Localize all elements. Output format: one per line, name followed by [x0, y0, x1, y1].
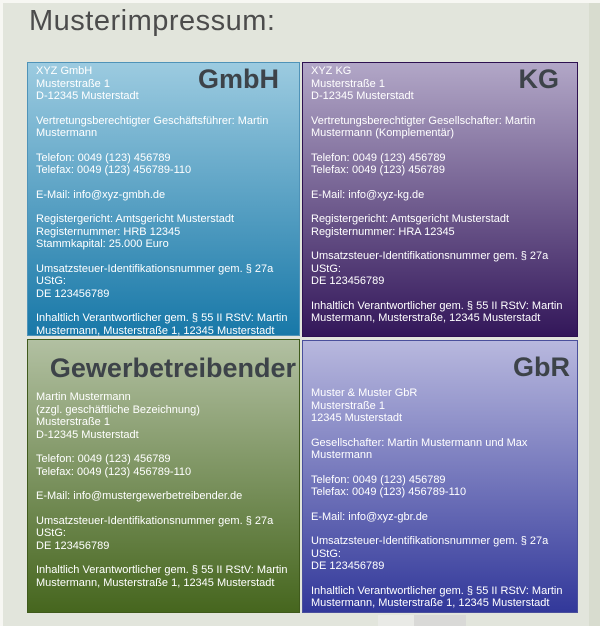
horizontal-scrollbar-thumb[interactable] — [414, 615, 466, 626]
impressum-paragraph: Vertretungsberechtigter Gesellschafter: … — [311, 114, 536, 140]
impressum-paragraph: Umsatzsteuer-Identifikationsnummer gem. … — [311, 250, 549, 287]
impressum-paragraph: E-Mail: info@xyz-gbr.de — [311, 510, 428, 523]
impressum-paragraph: Inhaltlich Verantwortlicher gem. § 55 II… — [36, 312, 288, 337]
impressum-paragraph: Registergericht: Amtsgericht Musterstadt… — [36, 213, 235, 250]
panel-gewerbetreibender: Gewerbetreibender Martin Mustermann (zzg… — [27, 339, 300, 613]
impressum-paragraph: E-Mail: info@mustergewerbetreibender.de — [36, 490, 243, 502]
impressum-paragraph: Telefon: 0049 (123) 456789 Telefax: 0049… — [311, 151, 446, 177]
impressum-paragraph: E-Mail: info@xyz-kg.de — [311, 188, 425, 201]
panel-gbr-heading: GbR — [513, 352, 570, 382]
impressum-paragraph: Umsatzsteuer-Identifikationsnummer gem. … — [311, 535, 549, 572]
impressum-paragraph: Telefon: 0049 (123) 456789 Telefax: 0049… — [36, 151, 192, 177]
panel-gmbh: GmbH XYZ GmbH Musterstraße 1 D-12345 Mus… — [27, 62, 300, 337]
impressum-paragraph: Registergericht: Amtsgericht Musterstadt… — [311, 213, 510, 238]
impressum-paragraph: Inhaltlich Verantwortlicher gem. § 55 II… — [311, 299, 563, 325]
page-frame-left — [0, 0, 3, 626]
impressum-paragraph: Umsatzsteuer-Identifikationsnummer gem. … — [36, 262, 274, 300]
page-frame-top — [0, 0, 600, 3]
impressum-paragraph: Inhaltlich Verantwortlicher gem. § 55 II… — [311, 584, 563, 610]
impressum-paragraph: Inhaltlich Verantwortlicher gem. § 55 II… — [36, 564, 288, 589]
impressum-paragraph: XYZ GmbH Musterstraße 1 D-12345 Musterst… — [36, 65, 139, 102]
impressum-paragraph: E-Mail: info@xyz-gmbh.de — [36, 188, 166, 201]
impressum-paragraph: Telefon: 0049 (123) 456789 Telefax: 0049… — [311, 473, 467, 499]
impressum-paragraph: Muster & Muster GbR Musterstraße 1 12345… — [311, 387, 418, 424]
panel-kg-text: XYZ KG Musterstraße 1 D-12345 Musterstad… — [303, 63, 577, 325]
panel-kg-heading: KG — [518, 64, 560, 94]
impressum-paragraph: Martin Mustermann (zzgl. geschäftliche B… — [36, 391, 200, 441]
panel-gbr: GbR Muster & Muster GbR Musterstraße 1 1… — [302, 340, 578, 613]
panel-gewerbetreibender-text: Martin Mustermann (zzgl. geschäftliche B… — [28, 382, 299, 589]
impressum-paragraph: XYZ KG Musterstraße 1 D-12345 Musterstad… — [311, 65, 414, 102]
panel-gbr-text: Muster & Muster GbR Musterstraße 1 12345… — [303, 381, 577, 610]
page-frame-right — [589, 0, 600, 626]
impressum-paragraph: Gesellschafter: Martin Mustermann und Ma… — [311, 436, 528, 462]
impressum-paragraph: Vertretungsberechtigter Geschäftsführer:… — [36, 114, 269, 140]
panel-kg: KG XYZ KG Musterstraße 1 D-12345 Musters… — [302, 62, 578, 337]
impressum-paragraph: Umsatzsteuer-Identifikationsnummer gem. … — [36, 514, 274, 552]
impressum-paragraph: Telefon: 0049 (123) 456789 Telefax: 0049… — [36, 453, 192, 478]
horizontal-scrollbar-track-segment — [378, 615, 414, 626]
panel-gmbh-heading: GmbH — [198, 64, 279, 94]
page-title: Musterimpressum: — [29, 5, 276, 37]
panel-gewerbetreibender-heading: Gewerbetreibender — [49, 353, 296, 383]
panel-gmbh-text: XYZ GmbH Musterstraße 1 D-12345 Musterst… — [28, 63, 299, 337]
